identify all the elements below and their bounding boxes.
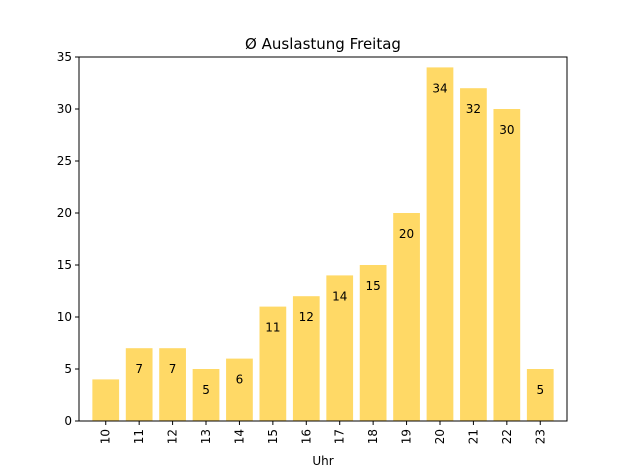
- bar-16: [292, 296, 320, 421]
- y-tick-label: 15: [57, 258, 72, 272]
- x-tick-label: 22: [500, 429, 514, 444]
- x-tick-label: 20: [433, 429, 447, 444]
- bar-19: [393, 213, 420, 421]
- y-axis: 0 5 10 15 20 25 30 35: [57, 50, 79, 428]
- data-label-11: 7: [135, 362, 143, 376]
- x-tick-label: 11: [132, 429, 146, 444]
- x-tick-label: 13: [199, 429, 213, 444]
- y-tick-label: 10: [57, 310, 72, 324]
- x-tick-label: 19: [400, 429, 414, 444]
- data-label-13: 5: [202, 383, 210, 397]
- data-label-22: 30: [499, 123, 514, 137]
- data-labels-group: 7 7 5 6 11 12 14 15 20 34 32 30 5: [135, 81, 544, 397]
- bars-group: [92, 67, 554, 422]
- bar-20: [426, 67, 454, 422]
- data-label-16: 12: [299, 310, 314, 324]
- y-tick-label: 25: [57, 154, 72, 168]
- plot-frame: [78, 56, 568, 422]
- y-tick-label: 30: [57, 102, 72, 116]
- data-label-20: 34: [432, 81, 447, 95]
- x-axis-label: Uhr: [312, 454, 333, 468]
- bar-12: [159, 348, 186, 421]
- bar-17: [326, 275, 354, 421]
- bar-23: [526, 369, 554, 421]
- y-tick-label: 35: [57, 50, 72, 64]
- chart-title: Ø Auslastung Freitag: [245, 35, 401, 53]
- x-tick-label: 18: [366, 429, 380, 444]
- data-label-15: 11: [265, 321, 280, 335]
- bar-14: [226, 358, 253, 421]
- x-tick-label: 14: [232, 429, 246, 444]
- x-tick-label: 12: [166, 429, 180, 444]
- data-label-18: 15: [365, 279, 380, 293]
- x-tick-label: 17: [333, 429, 347, 444]
- x-tick-label: 21: [466, 429, 480, 444]
- bar-13: [192, 369, 220, 421]
- bar-15: [259, 306, 287, 421]
- data-label-12: 7: [169, 362, 177, 376]
- bar-10: [92, 379, 120, 421]
- bar-11: [125, 348, 153, 421]
- y-tick-label: 20: [57, 206, 72, 220]
- data-label-17: 14: [332, 289, 347, 303]
- x-tick-label: 23: [533, 429, 547, 444]
- y-tick-label: 5: [64, 362, 72, 376]
- x-tick-label: 16: [299, 429, 313, 444]
- data-label-21: 32: [466, 102, 481, 116]
- bar-22: [493, 109, 521, 421]
- data-label-23: 5: [536, 383, 544, 397]
- bar-18: [359, 265, 387, 421]
- data-label-19: 20: [399, 227, 414, 241]
- bar-21: [460, 88, 487, 421]
- x-tick-label: 10: [99, 429, 113, 444]
- x-tick-label: 15: [266, 429, 280, 444]
- data-label-14: 6: [236, 373, 244, 387]
- y-tick-label: 0: [64, 414, 72, 428]
- x-axis: 10 11 12 13 14 15 16 17 18 19 20 21 22 23: [99, 421, 547, 444]
